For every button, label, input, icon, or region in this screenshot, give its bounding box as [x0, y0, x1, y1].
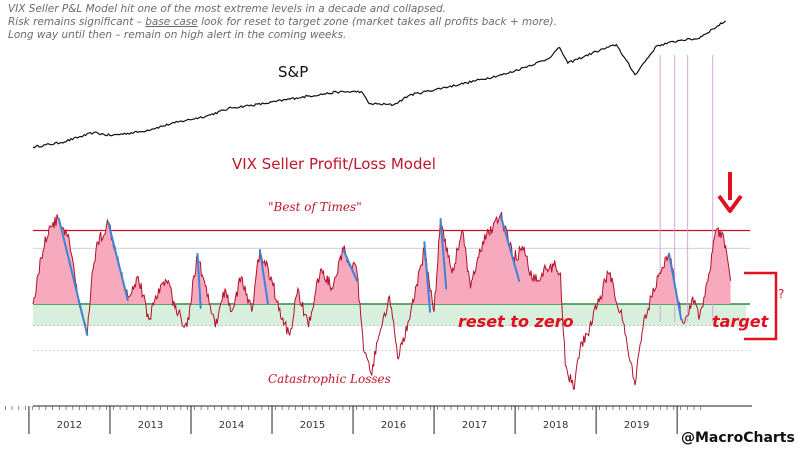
target-label: target — [712, 312, 770, 331]
catastrophic-losses-label: Catastrophic Losses — [268, 372, 391, 386]
chart-title: VIX Seller Profit/Loss Model — [232, 155, 436, 173]
x-tick-label: 2018 — [543, 420, 568, 431]
downtrend-line-8 — [668, 252, 683, 321]
peak-arrow-head — [717, 194, 743, 213]
note-line-2-pre: Risk remains significant – — [8, 16, 146, 28]
credit-label: @MacroCharts — [681, 430, 795, 446]
commentary-notes: VIX Seller P&L Model hit one of the most… — [8, 3, 648, 42]
reset-to-zero-label: reset to zero — [458, 312, 574, 331]
series-layer — [32, 20, 732, 390]
note-line-3: Long way until then – remain on high ale… — [8, 29, 347, 41]
best-of-times-label: "Best of Times" — [268, 200, 362, 214]
downtrend-line-4 — [342, 248, 359, 282]
x-tick-label: 2012 — [57, 420, 82, 431]
x-tick-label: 2014 — [219, 420, 244, 431]
x-tick-label: 2017 — [462, 420, 487, 431]
snp-label: S&P — [278, 63, 308, 81]
note-line-1: VIX Seller P&L Model hit one of the most… — [8, 3, 446, 15]
peak-arrow — [717, 172, 743, 213]
downtrend-line-6 — [439, 217, 448, 290]
downtrend-line-7 — [499, 214, 521, 282]
note-line-2-post: look for reset to target zone (market ta… — [197, 16, 557, 28]
note-line-2: Risk remains significant – base case loo… — [8, 16, 648, 29]
downtrend-layer — [57, 214, 683, 336]
x-tick-label: 2016 — [381, 420, 406, 431]
sp-line — [32, 20, 727, 149]
x-tick-label: 2015 — [300, 420, 325, 431]
downtrend-line-2 — [196, 252, 202, 309]
downtrend-line-3 — [258, 248, 269, 305]
x-axis: 2012 2013 2014 2015 2016 2017 2018 2019 — [4, 405, 752, 434]
downtrend-line-1 — [107, 221, 129, 302]
target-zone-band — [33, 304, 746, 326]
downtrend-line-0 — [57, 217, 89, 336]
pnl-line — [32, 212, 732, 390]
target-bracket — [744, 271, 778, 341]
pnl-positive-fill — [33, 212, 731, 304]
question-mark: ? — [778, 287, 784, 301]
downtrend-line-5 — [423, 241, 432, 313]
x-tick-label: 2013 — [138, 420, 163, 431]
pnl-fill-layer — [33, 212, 731, 304]
note-line-2-underlined: base case — [145, 16, 198, 28]
x-tick-label: 2019 — [624, 420, 649, 431]
